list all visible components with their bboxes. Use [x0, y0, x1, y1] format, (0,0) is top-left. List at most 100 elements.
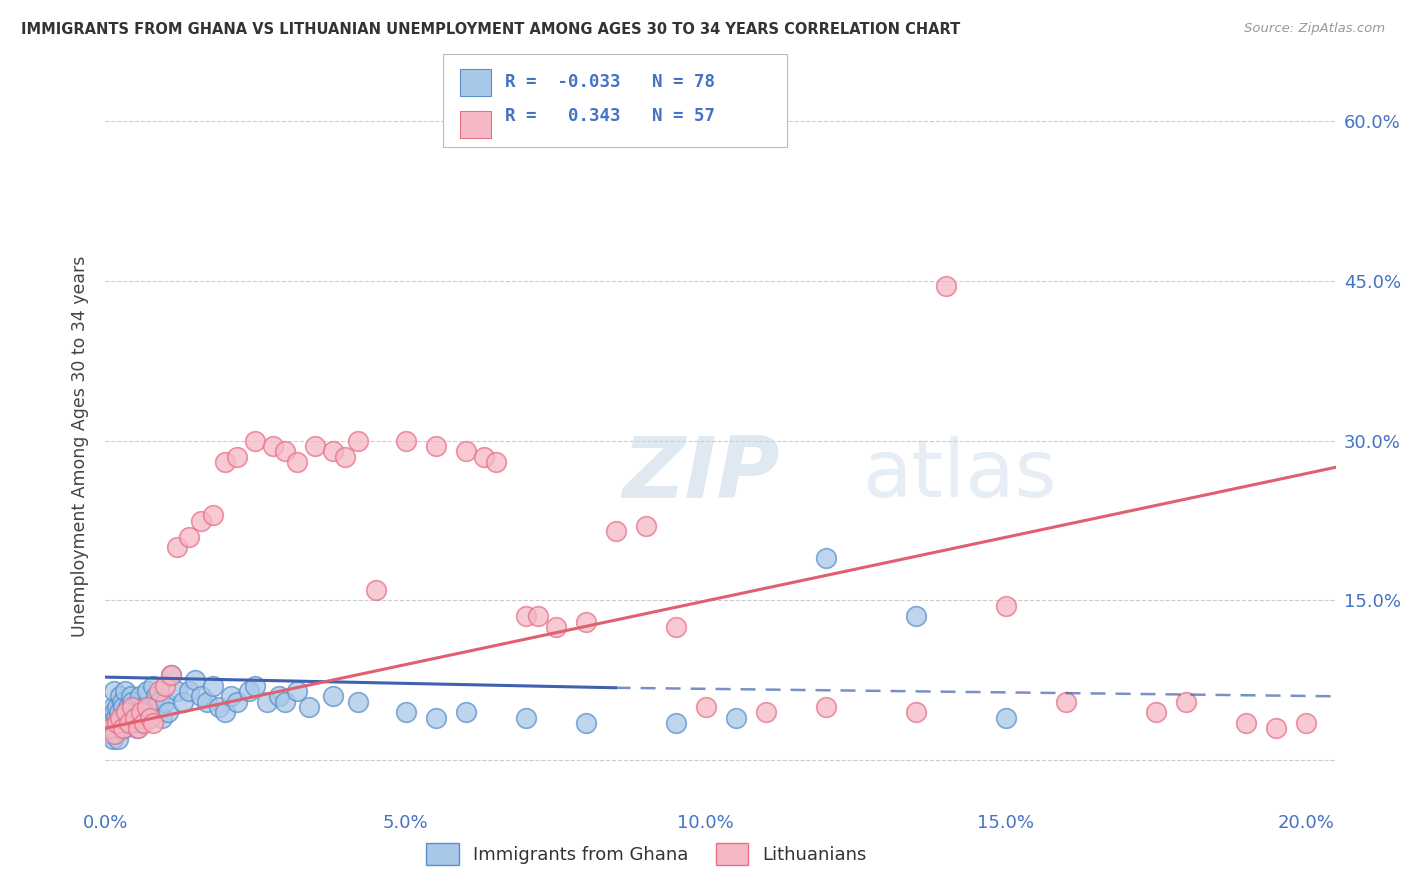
Point — [110, 710, 132, 724]
Point — [115, 706, 138, 720]
Point — [111, 695, 134, 709]
Point — [1264, 721, 1286, 735]
Point — [118, 715, 141, 730]
Point — [184, 673, 207, 688]
Point — [346, 695, 368, 709]
Point — [112, 721, 135, 735]
Point — [190, 690, 212, 704]
Point — [755, 706, 778, 720]
Point — [1054, 695, 1077, 709]
Point — [120, 690, 142, 704]
Text: R =   0.343   N = 57: R = 0.343 N = 57 — [505, 107, 714, 125]
Point — [1174, 695, 1197, 709]
Point — [142, 679, 165, 693]
Point — [105, 710, 128, 724]
Point — [1295, 715, 1317, 730]
Point — [425, 439, 447, 453]
Point — [263, 439, 285, 453]
Point — [107, 731, 129, 746]
Point — [322, 690, 344, 704]
Point — [238, 684, 260, 698]
Point — [103, 706, 125, 720]
Point — [1144, 706, 1167, 720]
Point — [202, 508, 225, 523]
Point — [335, 450, 357, 464]
Point — [364, 582, 387, 597]
Point — [166, 684, 188, 698]
Point — [256, 695, 278, 709]
Point — [245, 434, 267, 448]
Point — [107, 715, 129, 730]
Text: ZIP: ZIP — [621, 433, 780, 516]
Point — [128, 690, 150, 704]
Point — [1234, 715, 1257, 730]
Point — [214, 455, 236, 469]
Point — [994, 710, 1017, 724]
Point — [134, 710, 156, 724]
Point — [724, 710, 747, 724]
Point — [107, 706, 129, 720]
Point — [100, 710, 122, 724]
Point — [346, 434, 368, 448]
Point — [132, 700, 155, 714]
Point — [904, 609, 927, 624]
Point — [157, 706, 180, 720]
Point — [127, 721, 149, 735]
Point — [121, 695, 143, 709]
Point — [124, 710, 146, 724]
Point — [108, 721, 131, 735]
Point — [394, 434, 416, 448]
Point — [103, 700, 125, 714]
Point — [148, 695, 170, 709]
Point — [138, 700, 160, 714]
Point — [287, 684, 309, 698]
Point — [935, 279, 957, 293]
Point — [202, 679, 225, 693]
Point — [122, 710, 145, 724]
Point — [605, 524, 627, 539]
Point — [125, 721, 148, 735]
Point — [124, 700, 146, 714]
Point — [226, 450, 249, 464]
Point — [814, 700, 837, 714]
Point — [544, 620, 567, 634]
Point — [155, 695, 177, 709]
Point — [226, 695, 249, 709]
Point — [179, 684, 201, 698]
Point — [221, 690, 243, 704]
Point — [484, 455, 506, 469]
Point — [97, 721, 120, 735]
Point — [197, 695, 219, 709]
Point — [515, 609, 537, 624]
Point — [100, 721, 122, 735]
Point — [472, 450, 495, 464]
Point — [120, 715, 142, 730]
Point — [118, 710, 141, 724]
Legend: Immigrants from Ghana, Lithuanians: Immigrants from Ghana, Lithuanians — [419, 836, 875, 872]
Point — [394, 706, 416, 720]
Point — [131, 706, 153, 720]
Point — [134, 715, 156, 730]
Point — [105, 715, 128, 730]
Point — [160, 668, 183, 682]
Point — [111, 710, 134, 724]
Point — [269, 690, 291, 704]
Point — [214, 706, 236, 720]
Point — [103, 726, 125, 740]
Point — [245, 679, 267, 693]
Point — [114, 684, 136, 698]
Point — [136, 684, 159, 698]
Point — [107, 700, 129, 714]
Point — [131, 715, 153, 730]
Point — [274, 444, 297, 458]
Point — [287, 455, 309, 469]
Point — [664, 620, 686, 634]
Point — [454, 444, 477, 458]
Point — [148, 684, 170, 698]
Point — [574, 715, 596, 730]
Point — [515, 710, 537, 724]
Point — [142, 715, 165, 730]
Point — [634, 519, 657, 533]
Point — [104, 721, 127, 735]
Point — [139, 710, 162, 724]
